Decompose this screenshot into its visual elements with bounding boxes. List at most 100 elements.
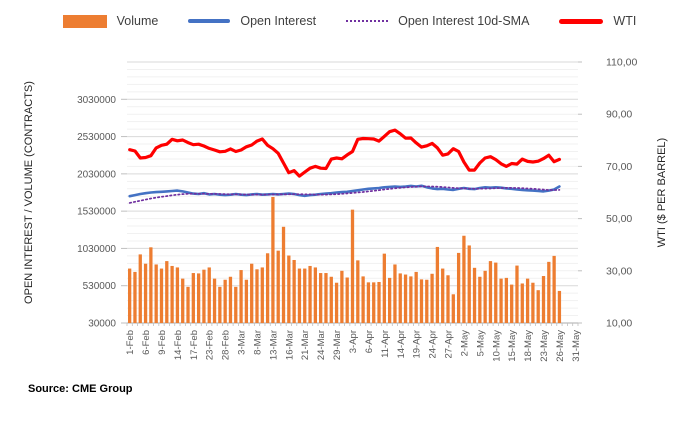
x-axis-tick-label: 19-Apr — [412, 330, 423, 359]
x-axis-tick-label: 17-Feb — [189, 330, 200, 360]
volume-bar — [419, 279, 424, 323]
left-axis-title: OPEN INTEREST / VOLUME (CONTRACTS) — [23, 81, 35, 304]
volume-bar — [515, 265, 519, 323]
volume-bar — [244, 279, 249, 323]
volume-bar — [143, 263, 148, 323]
volume-bar — [292, 259, 296, 323]
x-axis-tick-label: 9-Feb — [157, 330, 168, 355]
volume-bar — [250, 263, 254, 323]
volume-bar — [255, 269, 259, 323]
volume-bar — [191, 273, 195, 323]
volume-bar — [393, 264, 397, 323]
volume-bar — [536, 290, 540, 323]
x-axis-tick-label: 28-Feb — [221, 330, 232, 360]
oi-sma-swatch-icon — [346, 20, 389, 22]
volume-bar — [366, 282, 371, 323]
x-axis-tick-label: 3-Mar — [237, 330, 248, 355]
x-axis-tick-label: 6-Feb — [141, 330, 152, 355]
volume-bar — [350, 209, 355, 323]
volume-bar — [478, 276, 482, 323]
volume-bar — [308, 265, 312, 323]
left-axis-tick-label: 2030000 — [77, 169, 116, 180]
volume-bar — [175, 267, 180, 323]
volume-bar — [159, 268, 164, 323]
open-interest-line — [128, 184, 561, 198]
volume-bar — [472, 267, 477, 323]
volume-bar — [186, 286, 190, 323]
volume-bar — [356, 260, 360, 323]
volume-bar — [552, 255, 556, 323]
volume-bar — [265, 253, 270, 323]
x-axis-tick-label: 13-Mar — [268, 330, 279, 360]
volume-bar — [202, 269, 206, 323]
volume-bar — [510, 284, 514, 323]
left-axis-tick-label: 3030000 — [77, 95, 116, 106]
legend-item-wti: WTI — [559, 14, 636, 28]
legend-item-volume: Volume — [62, 14, 159, 28]
left-axis-tick-label: 2530000 — [77, 132, 116, 143]
volume-bar — [430, 273, 434, 323]
volume-bar — [531, 282, 535, 323]
x-axis-tick-label: 10-May — [491, 330, 502, 362]
volume-bar — [382, 253, 386, 323]
volume-bar — [409, 276, 413, 323]
x-axis-tick-label: 31-May — [571, 330, 582, 362]
volume-bar — [329, 276, 333, 323]
volume-bar — [372, 282, 376, 323]
right-axis-tick-label: 10,00 — [606, 318, 632, 330]
x-axis-tick-label: 3-Apr — [348, 330, 359, 353]
volume-bar — [547, 261, 551, 323]
x-axis-tick-label: 2-May — [459, 330, 470, 357]
x-axis-tick-label: 14-Feb — [173, 330, 184, 360]
x-axis-tick-label: 24-Apr — [428, 330, 439, 359]
x-axis-tick-label: 11-Apr — [380, 330, 391, 358]
volume-bar — [361, 276, 365, 323]
x-axis-tick-label: 29-Mar — [332, 330, 343, 360]
chart-legend: Volume Open Interest Open Interest 10d-SMA… — [0, 14, 699, 28]
volume-bar — [441, 268, 445, 323]
legend-label: Open Interest 10d-SMA — [398, 14, 530, 28]
volume-bar — [456, 252, 461, 323]
volume-bar — [462, 235, 466, 323]
volume-swatch-icon — [62, 14, 107, 28]
left-axis-tick-label: 530000 — [83, 281, 117, 292]
source-note: Source: CME Group — [28, 383, 133, 395]
volume-bar — [387, 277, 392, 323]
volume-bar — [154, 264, 158, 323]
volume-bar — [303, 268, 307, 323]
volume-bar — [398, 273, 402, 323]
volume-bar — [170, 265, 174, 323]
volume-bar — [345, 277, 349, 323]
volume-bar — [313, 267, 318, 323]
x-axis-tick-label: 8-Mar — [252, 330, 263, 355]
volume-bar — [234, 286, 238, 323]
right-axis-tick-label: 90,00 — [606, 109, 632, 121]
legend-item-open-interest: Open Interest — [188, 14, 316, 28]
legend-label: Open Interest — [240, 14, 317, 28]
volume-bar — [494, 262, 498, 323]
volume-bar — [223, 279, 227, 323]
volume-bar — [319, 273, 323, 323]
x-axis-tick-label: 6-Apr — [364, 330, 375, 353]
volume-bar — [520, 283, 524, 323]
x-axis-tick-label: 15-May — [507, 330, 518, 362]
volume-bar — [260, 267, 264, 323]
right-axis-tick-label: 110,00 — [606, 57, 637, 69]
x-axis-tick-label: 26-May — [555, 330, 566, 362]
volume-bar — [525, 278, 530, 323]
volume-bar — [414, 271, 418, 323]
left-axis-tick-label: 1530000 — [77, 207, 116, 218]
volume-bar — [297, 268, 302, 323]
volume-bar — [128, 268, 132, 323]
volume-bar — [451, 294, 455, 323]
volume-bar — [149, 247, 153, 323]
legend-item-oi-sma: Open Interest 10d-SMA — [346, 14, 529, 28]
open-interest-swatch-icon — [188, 19, 231, 23]
volume-bar — [446, 275, 450, 323]
legend-label: Volume — [116, 14, 159, 28]
volume-bar — [324, 273, 328, 323]
x-axis-tick-label: 5-May — [475, 330, 486, 357]
right-axis-tick-label: 30,00 — [606, 265, 632, 277]
volume-bar — [403, 274, 408, 323]
